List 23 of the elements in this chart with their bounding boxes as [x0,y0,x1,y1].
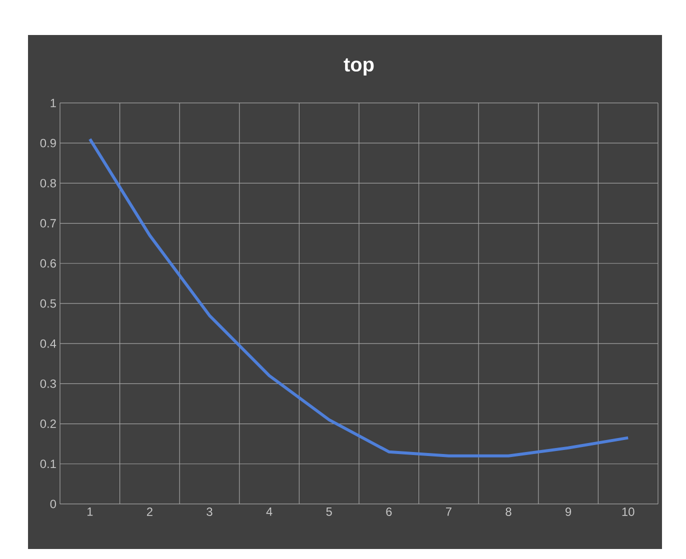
y-tick-label: 0.3 [40,379,56,388]
x-tick-label: 2 [146,508,152,516]
chart-title: top [344,58,374,76]
x-tick-label: 9 [566,508,572,516]
y-tick-label: 0.4 [40,339,56,348]
line-series [88,138,630,458]
x-tick-label: 3 [206,508,212,516]
x-tick-label: 5 [326,508,332,516]
y-tick-label: 0.6 [40,259,56,268]
x-tick-label: 4 [266,508,272,516]
x-tick-label: 1 [87,508,93,516]
y-tick-label: 0.8 [40,178,56,188]
y-tick-label: 0.7 [40,219,56,228]
y-tick-label: 0 [50,500,56,508]
y-tick-label: 1 [50,98,56,108]
y-tick-label: 0.1 [40,460,56,468]
x-tick-label: 6 [386,508,392,516]
x-tick-label: 8 [506,508,512,516]
y-tick-label: 0.2 [40,420,56,428]
x-tick-label: 7 [446,508,452,516]
x-tick-label: 10 [622,508,634,516]
y-tick-label: 0.9 [40,138,56,148]
y-tick-label: 0.5 [40,299,56,308]
